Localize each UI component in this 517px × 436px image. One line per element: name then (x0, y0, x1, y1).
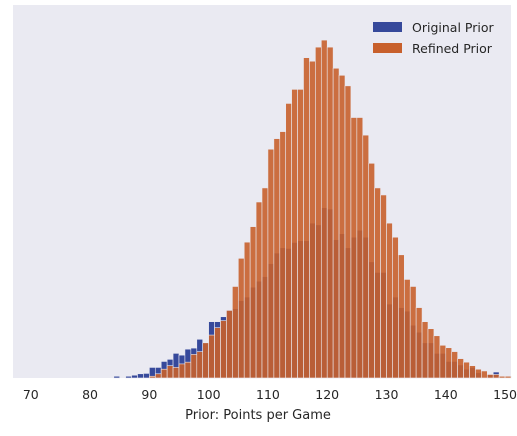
x-tick-label: 100 (197, 387, 221, 402)
bar-refined-prior-127 (368, 162, 375, 379)
bar-original-prior-88 (137, 373, 144, 379)
x-tick-label: 140 (434, 387, 458, 402)
legend-label-refined-prior: Refined Prior (412, 41, 493, 56)
bar-refined-prior-142 (457, 358, 464, 379)
bar-refined-prior-132 (398, 254, 405, 379)
x-tick-label: 120 (315, 387, 339, 402)
bar-refined-prior-97 (190, 354, 198, 379)
bar-refined-prior-149 (498, 375, 506, 379)
series-refined-prior (149, 39, 512, 379)
bar-refined-prior-96 (184, 361, 192, 379)
bar-refined-prior-141 (451, 351, 458, 379)
bar-refined-prior-133 (403, 279, 411, 379)
bar-refined-prior-103 (226, 310, 233, 379)
bar-refined-prior-105 (237, 258, 245, 379)
bar-refined-prior-95 (178, 363, 186, 379)
bar-refined-prior-110 (267, 148, 275, 379)
bar-refined-prior-108 (255, 201, 263, 379)
bar-original-prior-87 (131, 374, 138, 379)
bar-refined-prior-90 (149, 375, 156, 379)
bar-refined-prior-148 (492, 374, 500, 379)
bar-refined-prior-138 (433, 335, 441, 379)
x-tick-label: 110 (256, 387, 280, 402)
bar-refined-prior-140 (445, 347, 453, 379)
bar-refined-prior-93 (166, 365, 174, 379)
bar-refined-prior-120 (326, 46, 334, 379)
bar-refined-prior-126 (362, 134, 370, 379)
bar-refined-prior-114 (291, 89, 298, 379)
bar-refined-prior-144 (469, 365, 476, 379)
bar-refined-prior-101 (214, 327, 221, 379)
x-tick-label: 130 (375, 387, 399, 402)
legend-swatch-refined-prior (373, 43, 402, 53)
bar-refined-prior-135 (415, 307, 423, 379)
bar-refined-prior-128 (374, 187, 381, 379)
bar-refined-prior-92 (160, 368, 168, 379)
bar-refined-prior-136 (421, 321, 429, 379)
bar-refined-prior-111 (273, 138, 281, 379)
bar-refined-prior-104 (232, 286, 239, 379)
bar-refined-prior-122 (338, 74, 346, 379)
x-tick-label: 70 (23, 387, 39, 402)
bar-refined-prior-98 (196, 351, 204, 379)
bar-refined-prior-115 (297, 89, 304, 379)
x-tick-label: 80 (82, 387, 98, 402)
bar-refined-prior-139 (439, 344, 447, 379)
bar-refined-prior-123 (344, 85, 352, 379)
bar-refined-prior-129 (380, 194, 387, 379)
legend-swatch-original-prior (373, 22, 402, 32)
bar-refined-prior-124 (350, 117, 358, 379)
bar-refined-prior-121 (332, 67, 340, 379)
bar-refined-prior-91 (154, 373, 162, 379)
legend: Original Prior Refined Prior (373, 20, 494, 56)
bar-original-prior-84 (113, 375, 121, 379)
x-tick-label: 90 (141, 387, 157, 402)
bar-refined-prior-145 (475, 368, 482, 379)
bar-refined-prior-137 (427, 328, 435, 379)
bar-refined-prior-94 (172, 367, 180, 379)
bar-refined-prior-134 (409, 286, 417, 379)
bar-refined-prior-107 (249, 226, 257, 379)
bar-refined-prior-130 (386, 222, 393, 379)
x-tick-label: 150 (493, 387, 517, 402)
bar-refined-prior-112 (279, 131, 287, 379)
bar-refined-prior-102 (220, 320, 227, 379)
bar-refined-prior-117 (309, 60, 316, 379)
x-axis-label: Prior: Points per Game (185, 408, 331, 423)
bar-original-prior-89 (143, 373, 150, 379)
bar-refined-prior-116 (303, 57, 310, 379)
bar-refined-prior-106 (243, 241, 251, 379)
bar-original-prior-86 (125, 375, 132, 379)
bar-refined-prior-113 (285, 103, 292, 379)
bar-refined-prior-118 (315, 46, 322, 379)
bar-refined-prior-131 (392, 236, 399, 379)
legend-label-original-prior: Original Prior (412, 20, 494, 35)
bar-refined-prior-146 (481, 370, 488, 379)
bar-refined-prior-150 (504, 375, 512, 379)
bar-refined-prior-109 (261, 187, 269, 379)
bar-refined-prior-100 (208, 334, 215, 379)
x-axis-ticks: 70 80 90 100 110 120 130 140 150 (23, 387, 517, 402)
bar-refined-prior-119 (320, 39, 328, 379)
bar-refined-prior-99 (202, 342, 209, 379)
bar-refined-prior-147 (486, 374, 494, 379)
bar-refined-prior-125 (356, 117, 364, 379)
bar-refined-prior-143 (463, 361, 470, 379)
